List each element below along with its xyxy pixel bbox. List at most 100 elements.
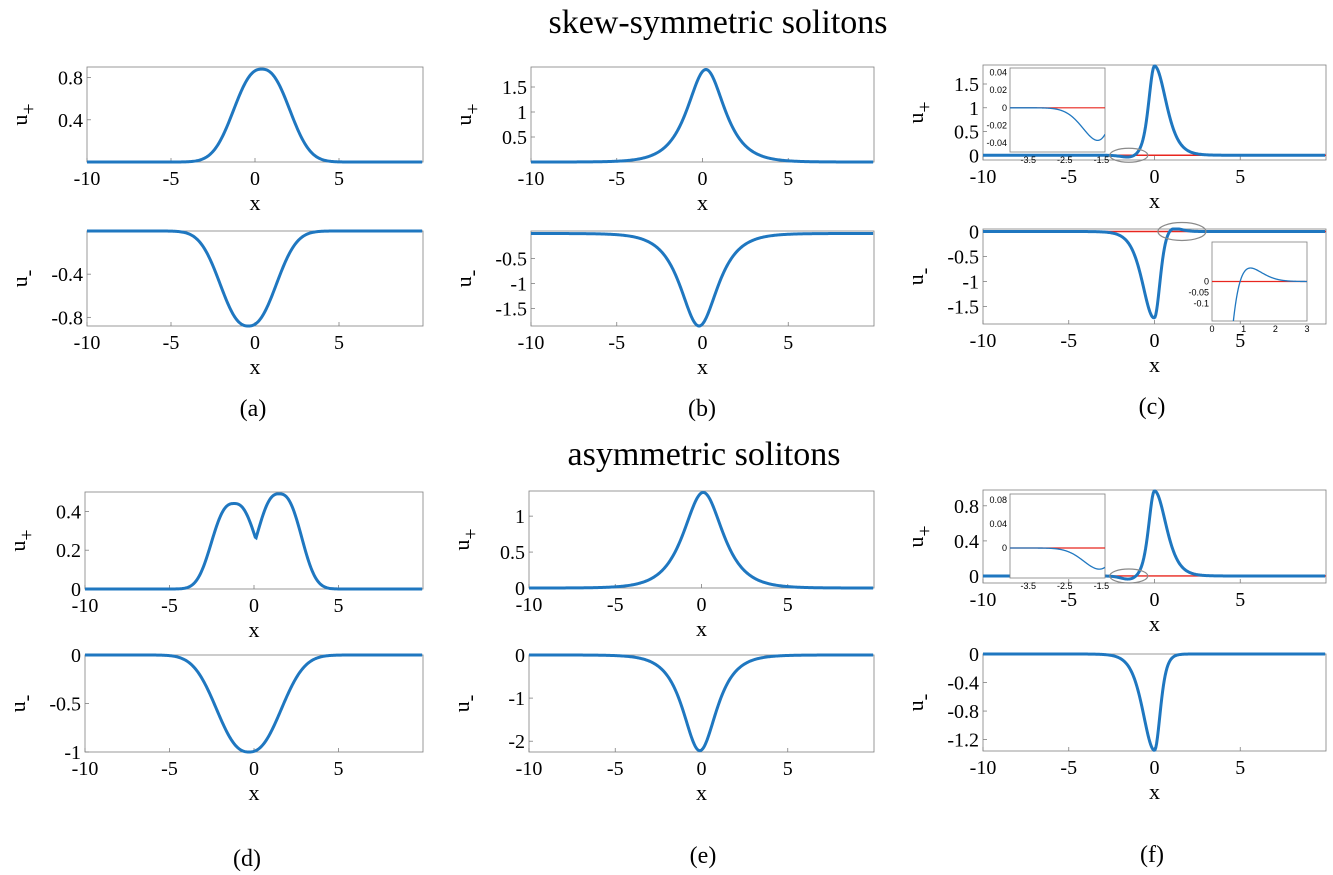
y-tick-label: 0.2 xyxy=(56,540,81,562)
inset-x-tick-label: -2.5 xyxy=(1057,155,1073,165)
panel-label-d: (d) xyxy=(233,846,261,872)
inset-x-tick-label: -2.5 xyxy=(1057,581,1073,591)
zoom-ellipse xyxy=(1157,221,1207,242)
x-tick-label: 0 xyxy=(698,168,708,190)
inset-x-tick-label: 1 xyxy=(1241,324,1246,334)
x-tick-label: 5 xyxy=(783,594,793,616)
x-tick-label: -10 xyxy=(516,758,543,780)
panel-label-b: (b) xyxy=(688,396,716,422)
inset-x-tick-label: -3.5 xyxy=(1021,581,1037,591)
inset-plot: -3.5 -2.5 -1.5 0.08 0.04 0 xyxy=(989,493,1109,591)
x-tick-label: 5 xyxy=(334,758,344,780)
y-tick-label: 0 xyxy=(515,578,525,600)
soliton-curve xyxy=(85,492,423,591)
y-tick-label: 0 xyxy=(969,145,979,167)
x-tick-label: -10 xyxy=(518,168,545,190)
y-tick-label: 0 xyxy=(969,644,979,666)
axes-frame xyxy=(530,230,875,327)
axes-frame xyxy=(86,230,424,327)
panel-f-u-plus: -10 -5 0 5 0 0.4 0.8 x u+ -3.5 -2.5 -1.5 0.08 0.04 0 xyxy=(903,489,1327,636)
x-axis-label: x xyxy=(250,190,261,215)
y-tick-label: -0.5 xyxy=(947,247,979,269)
x-tick-label: 0 xyxy=(250,168,260,190)
x-tick-label: 0 xyxy=(1150,589,1160,611)
y-tick-label: -1 xyxy=(510,274,527,296)
y-tick-label: -1.2 xyxy=(947,730,979,752)
y-axis-label: u- xyxy=(7,270,40,288)
x-tick-label: 5 xyxy=(1235,757,1245,779)
inset-y-tick-label: 0 xyxy=(1002,103,1007,113)
y-tick-label: 1 xyxy=(517,102,527,124)
zoom-ellipse xyxy=(1109,147,1149,163)
x-axis-label: x xyxy=(1149,611,1160,636)
x-tick-label: -10 xyxy=(970,330,997,352)
y-tick-label: 0 xyxy=(71,645,81,667)
x-tick-label: 5 xyxy=(783,758,793,780)
inset-y-tick-label: 0.08 xyxy=(989,495,1007,505)
inset-y-tick-label: 0.04 xyxy=(989,519,1007,529)
x-tick-label: -5 xyxy=(608,332,625,354)
y-tick-label: 0 xyxy=(515,645,525,667)
inset-y-tick-label: -0.1 xyxy=(1193,298,1209,308)
x-tick-label: -10 xyxy=(518,332,545,354)
panel-b-u-minus: -10 -5 0 5 -0.5 -1 -1.5 x u- xyxy=(451,230,875,379)
axes-frame xyxy=(528,490,875,589)
x-tick-label: 0 xyxy=(697,758,707,780)
x-tick-label: 0 xyxy=(697,594,707,616)
inset-curve xyxy=(1010,107,1105,142)
x-tick-label: 5 xyxy=(1235,589,1245,611)
panel-label-c: (c) xyxy=(1139,394,1166,420)
x-axis-label: x xyxy=(696,780,707,805)
inset-y-tick-label: 0 xyxy=(1204,277,1209,287)
panel-d-u-plus: -10 -5 0 5 0 0.2 0.4 x u+ xyxy=(5,491,424,642)
panel-c-u-minus: -10 -5 0 50-0.5-1-1.5xu-0 1 2 30-0.05-0.1 xyxy=(903,221,1327,377)
x-tick-label: 0 xyxy=(698,332,708,354)
inset-y-tick-label: 0.04 xyxy=(989,67,1007,77)
x-tick-label: -5 xyxy=(1060,589,1077,611)
inset-y-tick-label: 0.02 xyxy=(989,85,1007,95)
y-tick-label: -0.5 xyxy=(495,249,527,271)
x-tick-label: -5 xyxy=(161,595,178,617)
x-tick-label: 0 xyxy=(249,595,259,617)
x-tick-label: -5 xyxy=(1060,330,1077,352)
panel-e-u-plus: -10 -5 0 5 0 0.5 1 x u+ xyxy=(449,490,875,641)
x-tick-label: 5 xyxy=(1235,166,1245,188)
inset-y-tick-label: 0 xyxy=(1002,543,1007,553)
inset-x-tick-label: -3.5 xyxy=(1021,155,1037,165)
x-tick-label: 5 xyxy=(334,595,344,617)
x-tick-label: -10 xyxy=(970,166,997,188)
y-axis-label: u+ xyxy=(903,525,936,547)
axes-frame xyxy=(84,654,424,753)
soliton-curve xyxy=(983,652,1326,752)
inset-plot: -3.5 -2.5 -1.5 0.04 0.02 0 -0.02 -0.04 xyxy=(986,67,1109,165)
soliton-curve xyxy=(531,232,874,328)
x-tick-label: -10 xyxy=(72,595,99,617)
x-tick-label: -5 xyxy=(1060,166,1077,188)
panel-b-u-plus: -10 -5 0 5 0.5 1 1.5 x u+ xyxy=(451,66,875,215)
y-tick-label: 0.8 xyxy=(954,496,979,518)
x-tick-label: -10 xyxy=(970,589,997,611)
x-tick-label: 0 xyxy=(1150,330,1160,352)
y-tick-label: 1.5 xyxy=(954,74,979,96)
x-tick-label: 5 xyxy=(1235,330,1245,352)
x-tick-label: 0 xyxy=(250,332,260,354)
y-axis-label: u- xyxy=(449,695,482,713)
soliton-curve xyxy=(87,67,423,164)
y-tick-label: 0 xyxy=(969,222,979,244)
y-tick-label: -0.4 xyxy=(51,264,83,286)
zoom-ellipse xyxy=(1109,568,1149,584)
y-tick-label: 0.5 xyxy=(502,127,527,149)
inset-y-tick-label: -0.04 xyxy=(986,138,1007,148)
section-title-asymmetric: asymmetric solitons xyxy=(568,436,841,473)
y-tick-label: -1 xyxy=(508,688,525,710)
soliton-curve xyxy=(529,653,874,753)
y-tick-label: 1.5 xyxy=(502,77,527,99)
x-axis-label: x xyxy=(249,780,260,805)
y-tick-label: 0.4 xyxy=(56,501,81,523)
panel-label-f: (f) xyxy=(1140,842,1164,868)
y-tick-label: -1 xyxy=(962,272,979,294)
panel-d-u-minus: -10 -5 0 5 0 -0.5 -1 x u- xyxy=(5,645,424,805)
section-title-skew: skew-symmetric solitons xyxy=(548,4,887,41)
y-axis-label: u+ xyxy=(449,528,482,550)
y-tick-label: -2 xyxy=(508,731,525,753)
